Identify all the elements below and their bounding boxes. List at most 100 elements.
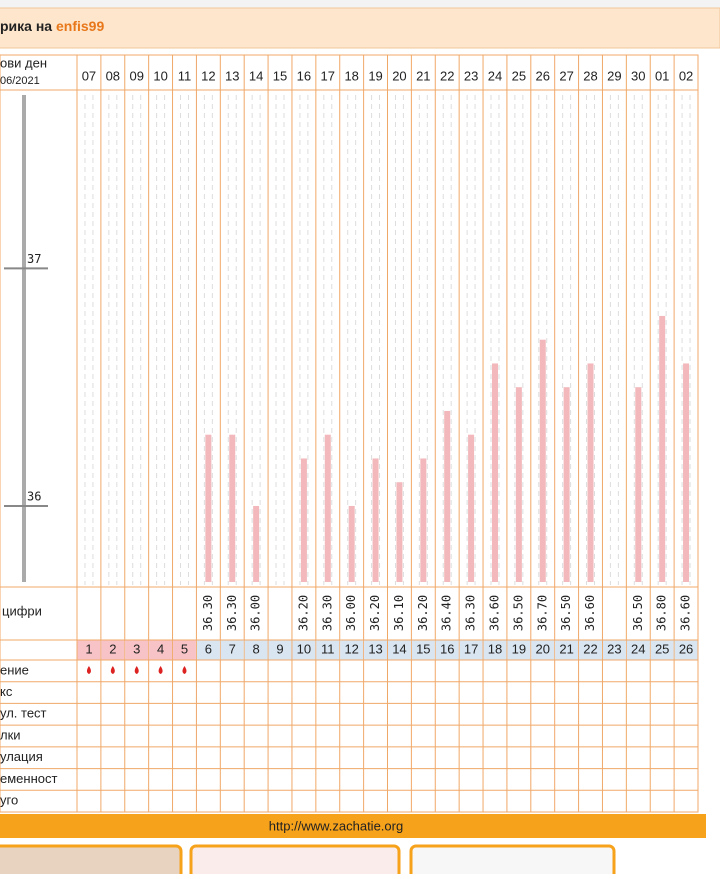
date-label: 01 (655, 68, 669, 83)
date-label: 07 (82, 68, 96, 83)
cycle-day-cell (388, 640, 411, 660)
date-label: 29 (607, 68, 621, 83)
temperature-bar (468, 434, 475, 582)
user-link[interactable]: enfis99 (56, 18, 104, 34)
corner-date: 06/2021 (0, 75, 40, 87)
temperature-label: 36.20 (416, 595, 430, 631)
cycle-day: 11 (321, 641, 335, 656)
cycle-day-cell (411, 640, 435, 660)
temperature-bar (324, 434, 331, 582)
cycle-day: 23 (607, 641, 621, 656)
cycle-day-cell (579, 640, 602, 660)
row-label: ул. тест (0, 706, 47, 721)
cycle-day: 10 (297, 641, 311, 656)
date-label: 12 (201, 68, 215, 83)
temperature-label: 36.40 (440, 595, 454, 631)
cycle-day: 3 (133, 641, 140, 656)
cycle-day-cell (340, 640, 364, 660)
temperature-bar (253, 505, 260, 582)
temperature-label: 36.00 (249, 595, 263, 631)
temperature-label: 36.30 (464, 595, 478, 631)
row-label: ение (0, 662, 29, 677)
cycle-day-cell (507, 640, 531, 660)
temperature-bar (300, 458, 307, 582)
date-label: 13 (225, 68, 239, 83)
row-label: улация (0, 749, 43, 764)
cycle-day-cell (77, 640, 101, 660)
cycle-day-cell (650, 640, 674, 660)
cycle-day-cell (292, 640, 316, 660)
cycle-day: 8 (253, 641, 260, 656)
thumb[interactable] (189, 844, 401, 879)
scale-tick-label: 36 (27, 489, 41, 503)
cycle-day: 13 (368, 641, 382, 656)
temperature-row-label: цифри (2, 603, 42, 618)
date-label: 02 (679, 68, 693, 83)
date-label: 11 (178, 68, 192, 83)
cycle-day: 9 (276, 641, 283, 656)
temperature-label: 36.60 (679, 595, 693, 631)
date-label: 25 (512, 68, 526, 83)
corner-label: ови ден (0, 55, 47, 70)
thumb[interactable] (0, 844, 183, 879)
cycle-day: 20 (536, 641, 550, 656)
title: рика на enfis99 (0, 18, 104, 34)
bleeding-drop (182, 666, 187, 674)
temperature-bar (635, 387, 642, 582)
chart-table (0, 54, 699, 813)
cycle-day: 15 (416, 641, 430, 656)
cycle-day-cell (626, 640, 650, 660)
temperature-bar (420, 458, 427, 582)
bleeding-drop (110, 666, 115, 674)
cycle-day-cell (435, 640, 459, 660)
bleeding-drop (86, 666, 91, 674)
date-label: 17 (321, 68, 335, 83)
cycle-day: 19 (512, 641, 526, 656)
title-prefix: рика на (0, 18, 52, 34)
footer-link[interactable]: http://www.zachatie.org (269, 818, 403, 833)
cycle-day-cell (220, 640, 244, 660)
cycle-day-cell (531, 640, 555, 660)
bleeding-drop (158, 666, 163, 674)
cycle-day-cell (459, 640, 483, 660)
cycle-day: 6 (205, 641, 212, 656)
temperature-label: 36.70 (535, 595, 549, 631)
cycle-day: 25 (655, 641, 669, 656)
cycle-day: 7 (229, 641, 236, 656)
temperature-bar (659, 315, 666, 582)
cycle-day-cell (173, 640, 196, 660)
temperature-label: 36.60 (583, 595, 597, 631)
cycle-day-cell (149, 640, 173, 660)
temperature-label: 36.20 (368, 595, 382, 631)
date-label: 26 (536, 68, 550, 83)
cycle-day: 4 (157, 641, 164, 656)
cycle-day: 14 (392, 641, 406, 656)
temperature-label: 36.50 (511, 595, 525, 631)
temperature-bar (683, 363, 690, 582)
bleeding-drop (134, 666, 139, 674)
temperature-label: 36.80 (655, 595, 669, 631)
cycle-day: 21 (559, 641, 573, 656)
date-label: 27 (559, 68, 573, 83)
date-label: 10 (153, 68, 167, 83)
temperature-bar (229, 434, 236, 582)
cycle-day-cell (483, 640, 507, 660)
temperature-label: 36.50 (559, 595, 573, 631)
cycle-day: 18 (488, 641, 502, 656)
date-label: 09 (129, 68, 143, 83)
cycle-day: 16 (440, 641, 454, 656)
row-label: кс (0, 684, 13, 699)
date-label: 30 (631, 68, 645, 83)
temperature-bar (372, 458, 379, 582)
temperature-label: 36.10 (392, 595, 406, 631)
temperature-bar (444, 410, 451, 582)
temperature-bar (563, 387, 570, 582)
cycle-day-cell (101, 640, 125, 660)
date-label: 16 (297, 68, 311, 83)
date-label: 14 (249, 68, 263, 83)
temperature-bar (491, 363, 498, 582)
thumb[interactable] (409, 844, 616, 879)
cycle-day: 1 (85, 641, 92, 656)
